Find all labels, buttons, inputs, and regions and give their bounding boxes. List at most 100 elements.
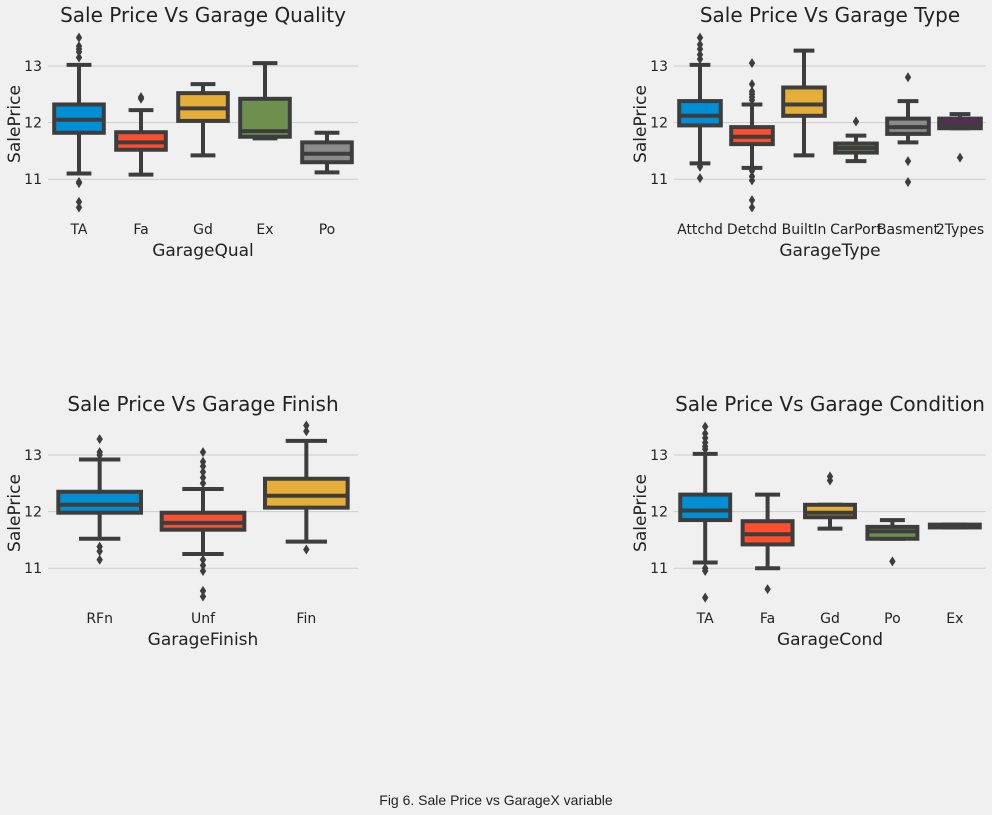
x-tick-label: Gd <box>820 611 840 627</box>
x-tick-label: Attchd <box>677 222 723 238</box>
flier-point <box>852 116 860 127</box>
box-iqr <box>678 492 733 523</box>
flier-point <box>96 554 103 565</box>
box-Basment: Basment <box>877 72 940 238</box>
flier-point <box>696 32 704 43</box>
flier-point <box>956 152 964 163</box>
flier-point <box>696 161 704 172</box>
flier-point <box>75 178 83 189</box>
flier-point <box>904 156 912 167</box>
flier-point <box>904 72 912 83</box>
x-tick-label: TA <box>696 611 714 627</box>
box-Fa: Fa <box>114 92 168 238</box>
x-tick-label: BuiltIn <box>782 222 827 238</box>
flier-point <box>137 92 145 103</box>
x-tick-label: Fa <box>760 611 775 627</box>
y-axis-label: SalePrice <box>631 474 651 552</box>
box-Ex: Ex <box>927 522 982 627</box>
x-axis-label: GarageQual <box>152 241 254 261</box>
flier-point <box>303 544 310 555</box>
x-tick-label: Fin <box>296 611 316 627</box>
flier-point <box>199 560 207 571</box>
x-tick-label: Ex <box>946 611 963 627</box>
flier-point <box>748 86 756 97</box>
flier-point <box>303 420 310 431</box>
flier-point <box>696 49 704 60</box>
flier-point <box>75 52 83 63</box>
flier-point <box>199 447 207 458</box>
x-tick-label: Po <box>319 222 336 238</box>
flier-point <box>199 585 207 596</box>
flier-point <box>199 566 207 577</box>
x-axis-label: GarageType <box>779 241 880 261</box>
flier-point <box>889 556 896 567</box>
chart-panel-4: 11 12 13 TA Fa Gd Po Ex Sale Price Vs Garage Con… <box>631 392 986 650</box>
flier-point <box>96 546 103 557</box>
box-Po: Po <box>300 130 354 238</box>
flier-point <box>748 165 756 176</box>
flier-point <box>702 566 709 577</box>
box-iqr <box>677 99 723 128</box>
x-axis-label: GarageFinish <box>148 630 259 650</box>
y-tick-label: 13 <box>24 448 42 464</box>
flier-point <box>199 591 207 602</box>
flier-point <box>702 421 709 432</box>
y-tick-label: 12 <box>650 505 668 521</box>
box-Gd: Gd <box>803 471 857 627</box>
flier-point <box>696 39 704 50</box>
flier-point <box>75 202 83 213</box>
box-Unf: Unf <box>159 447 247 627</box>
y-axis-label: SalePrice <box>631 85 651 163</box>
flier-point <box>696 173 704 184</box>
flier-point <box>199 466 207 477</box>
chart-panel-3: 11 12 13 RFn Unf Fin Sale Price Vs Garage Fini… <box>5 392 358 650</box>
x-tick-label: Ex <box>256 222 273 238</box>
y-tick-label: 12 <box>24 505 42 521</box>
y-axis-label: SalePrice <box>5 85 25 163</box>
flier-point <box>75 32 83 43</box>
box-iqr <box>263 476 350 510</box>
flier-point <box>702 592 709 603</box>
box-CarPort: CarPort <box>830 116 882 238</box>
box-Ex: Ex <box>238 61 292 238</box>
x-tick-label: Gd <box>193 222 213 238</box>
box-RFn: RFn <box>56 434 143 627</box>
y-tick-label: 11 <box>650 172 668 188</box>
y-axis-label: SalePrice <box>5 474 25 552</box>
box-2Types: 2Types <box>936 112 984 238</box>
flier-point <box>748 175 756 186</box>
y-tick-label: 11 <box>24 172 42 188</box>
x-tick-label: Unf <box>191 611 216 627</box>
y-tick-label: 13 <box>650 448 668 464</box>
flier-point <box>748 58 756 69</box>
flier-point <box>904 177 912 188</box>
x-tick-label: Detchd <box>727 222 777 238</box>
x-tick-label: Fa <box>133 222 148 238</box>
y-tick-label: 13 <box>24 59 42 75</box>
box-iqr <box>56 489 143 515</box>
flier-point <box>199 478 207 489</box>
box-BuiltIn: BuiltIn <box>781 48 827 238</box>
flier-point <box>826 471 834 482</box>
y-tick-label: 12 <box>650 116 668 132</box>
box-iqr <box>781 85 827 118</box>
figure-caption: Fig 6. Sale Price vs GarageX variable <box>379 792 613 808</box>
flier-point <box>96 447 103 458</box>
flier-point <box>764 584 771 595</box>
box-Attchd: Attchd <box>677 32 723 238</box>
chart-title: Sale Price Vs Garage Quality <box>60 3 346 27</box>
y-tick-label: 13 <box>650 59 668 75</box>
flier-point <box>748 202 756 213</box>
flier-point <box>75 41 83 52</box>
x-tick-label: RFn <box>86 611 113 627</box>
y-tick-label: 12 <box>24 116 42 132</box>
flier-point <box>199 472 207 483</box>
chart-title: Sale Price Vs Garage Condition <box>675 392 985 416</box>
flier-point <box>748 195 756 206</box>
x-tick-label: TA <box>69 222 87 238</box>
chart-title: Sale Price Vs Garage Finish <box>67 392 338 416</box>
x-tick-label: Po <box>884 611 901 627</box>
chart-title: Sale Price Vs Garage Type <box>700 3 960 27</box>
y-tick-label: 11 <box>24 561 42 577</box>
